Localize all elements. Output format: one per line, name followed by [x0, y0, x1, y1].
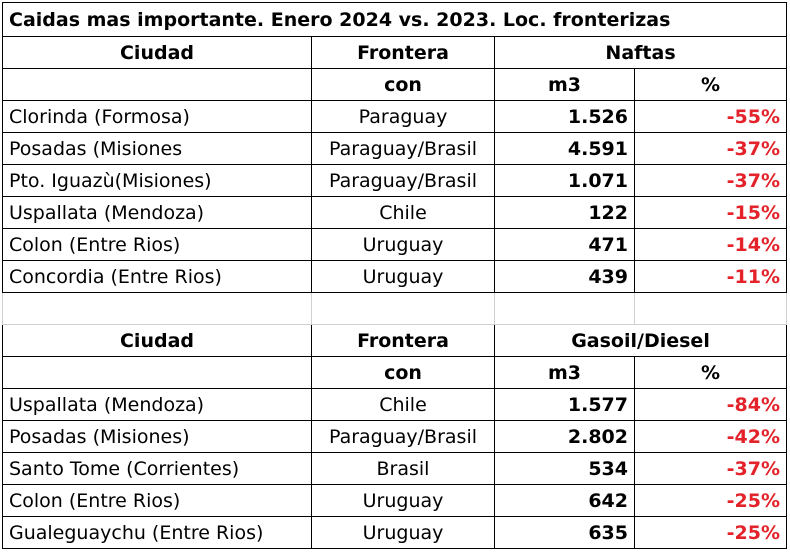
border-country: Paraguay/Brasil [311, 420, 495, 453]
data-row: Colon (Entre Rios) Uruguay 471 -14% [2, 228, 788, 261]
volume: 471 [494, 228, 635, 261]
border-country: Paraguay [311, 100, 495, 133]
header-border: Frontera [311, 36, 495, 69]
header-row: Ciudad Frontera Gasoil/Diesel [2, 324, 788, 357]
header-city: Ciudad [2, 324, 312, 357]
percent-change: -15% [633, 196, 788, 229]
border-country: Chile [311, 196, 495, 229]
header-volume: m3 [494, 68, 635, 101]
header-border-sub: con [311, 356, 495, 389]
volume: 4.591 [494, 132, 635, 165]
data-row: Posadas (Misiones Paraguay/Brasil 4.591 -37… [2, 132, 788, 165]
sheet-body: Caidas mas importante. Enero 2024 vs. 20… [1, 2, 788, 549]
sheet-table: Caidas mas importante. Enero 2024 vs. 20… [1, 2, 788, 549]
data-row: Uspallata (Mendoza) Chile 122 -15% [2, 196, 788, 229]
city: Colon (Entre Rios) [2, 484, 312, 517]
volume: 2.802 [494, 420, 635, 453]
empty-cell [2, 292, 312, 325]
percent-change: -25% [633, 484, 788, 517]
city: Pto. Iguazù(Misiones) [2, 164, 312, 197]
city: Colon (Entre Rios) [2, 228, 312, 261]
title: Caidas mas importante. Enero 2024 vs. 20… [1, 2, 788, 37]
empty-cell [311, 292, 495, 325]
city: Posadas (Misiones) [2, 420, 312, 453]
volume: 1.071 [494, 164, 635, 197]
border-country: Brasil [311, 452, 495, 485]
volume: 122 [494, 196, 635, 229]
data-row: Posadas (Misiones) Paraguay/Brasil 2.802 -4… [2, 420, 788, 453]
percent-change: -11% [633, 260, 788, 293]
header-border: Frontera [311, 324, 495, 357]
data-row: Colon (Entre Rios) Uruguay 642 -25% [2, 484, 788, 517]
percent-change: -55% [633, 100, 788, 133]
border-country: Chile [311, 388, 495, 421]
subheader-row: con m3% [2, 356, 788, 389]
header-border-sub: con [311, 68, 495, 101]
empty-cell [494, 292, 635, 325]
title-row: Caidas mas importante. Enero 2024 vs. 20… [1, 2, 788, 37]
header-city: Ciudad [2, 36, 312, 69]
percent-change: -84% [633, 388, 788, 421]
subheader-row: con m3% [2, 68, 788, 101]
border-country: Uruguay [311, 260, 495, 293]
empty-cell [2, 356, 312, 389]
data-row: Uspallata (Mendoza) Chile 1.577 -84% [2, 388, 788, 421]
volume: 642 [494, 484, 635, 517]
volume: 1.526 [494, 100, 635, 133]
data-row: Gualeguaychu (Entre Rios) Uruguay 635 -25% [2, 516, 788, 549]
volume: 635 [494, 516, 635, 549]
border-country: Paraguay/Brasil [311, 132, 495, 165]
data-row: Concordia (Entre Rios) Uruguay 439 -11% [2, 260, 788, 293]
percent-change: -25% [633, 516, 788, 549]
header-product: Naftas [493, 36, 788, 69]
city: Gualeguaychu (Entre Rios) [2, 516, 312, 549]
city: Uspallata (Mendoza) [2, 196, 312, 229]
volume: 534 [494, 452, 635, 485]
spacer-row [2, 292, 788, 325]
border-country: Paraguay/Brasil [311, 164, 495, 197]
border-country: Uruguay [311, 516, 495, 549]
city: Clorinda (Formosa) [2, 100, 312, 133]
percent-change: -37% [633, 164, 788, 197]
city: Posadas (Misiones [2, 132, 312, 165]
city: Uspallata (Mendoza) [2, 388, 312, 421]
percent-change: -42% [633, 420, 788, 453]
border-country: Uruguay [311, 228, 495, 261]
empty-cell [633, 292, 788, 325]
percent-change: -14% [633, 228, 788, 261]
city: Santo Tome (Corrientes) [2, 452, 312, 485]
border-country: Uruguay [311, 484, 495, 517]
percent-change: -37% [633, 452, 788, 485]
data-row: Pto. Iguazù(Misiones) Paraguay/Brasil 1.07… [2, 164, 788, 197]
volume: 1.577 [494, 388, 635, 421]
volume: 439 [494, 260, 635, 293]
header-row: Ciudad Frontera Naftas [2, 36, 788, 69]
header-product: Gasoil/Diesel [493, 324, 788, 357]
header-percent: % [633, 68, 788, 101]
percent-change: -37% [633, 132, 788, 165]
data-row: Clorinda (Formosa) Paraguay 1.526 -55% [2, 100, 788, 133]
header-volume: m3 [494, 356, 635, 389]
header-percent: % [633, 356, 788, 389]
empty-cell [2, 68, 312, 101]
city: Concordia (Entre Rios) [2, 260, 312, 293]
data-row: Santo Tome (Corrientes) Brasil 534 -37% [2, 452, 788, 485]
